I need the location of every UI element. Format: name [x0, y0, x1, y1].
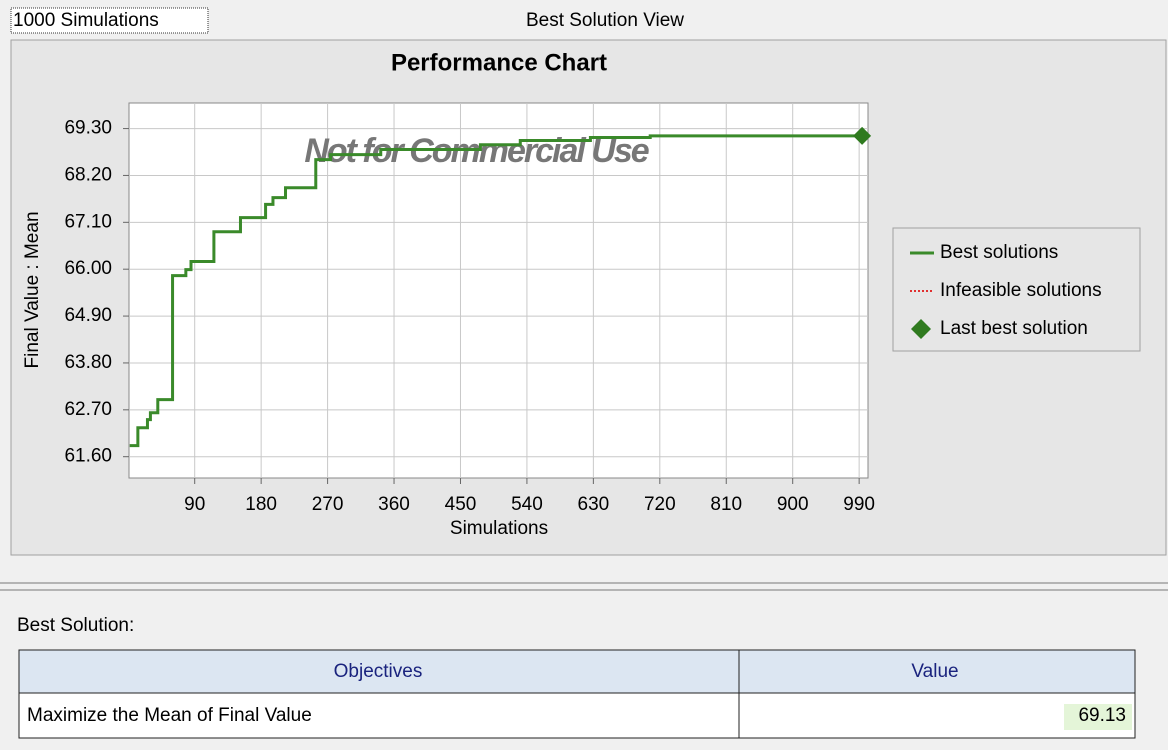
column-header: Objectives	[334, 661, 423, 682]
x-tick-label: 630	[578, 494, 610, 515]
x-tick-label: 180	[245, 494, 277, 515]
y-tick-label: 64.90	[64, 305, 112, 326]
x-tick-label: 360	[378, 494, 410, 515]
view-title: Best Solution View	[526, 10, 684, 31]
x-tick-label: 900	[777, 494, 809, 515]
legend-label: Best solutions	[940, 242, 1058, 263]
y-tick-label: 66.00	[64, 258, 112, 279]
y-tick-label: 63.80	[64, 352, 112, 373]
best-solution-label: Best Solution:	[17, 615, 134, 636]
x-tick-label: 810	[710, 494, 742, 515]
table-header	[18, 649, 1136, 694]
legend	[892, 227, 1141, 352]
plot-area	[128, 102, 869, 479]
x-tick-label: 540	[511, 494, 543, 515]
legend-swatch	[911, 319, 931, 339]
chart-title: Performance Chart	[391, 49, 607, 76]
value-highlight	[1064, 704, 1132, 730]
table-cell: Maximize the Mean of Final Value	[27, 705, 312, 726]
column-header: Value	[911, 661, 958, 682]
x-tick-label: 90	[184, 494, 205, 515]
x-tick-label: 720	[644, 494, 676, 515]
simulations-dropdown[interactable]	[10, 7, 209, 34]
x-tick-label: 990	[843, 494, 875, 515]
y-axis-label: Final Value : Mean	[22, 211, 43, 368]
dropdown-label: 1000 Simulations	[13, 10, 159, 31]
y-tick-label: 68.20	[64, 164, 112, 185]
y-tick-label: 67.10	[64, 211, 112, 232]
table-cell: 69.13	[1078, 705, 1126, 726]
y-tick-label: 61.60	[64, 446, 112, 467]
y-tick-label: 62.70	[64, 399, 112, 420]
legend-label: Last best solution	[940, 318, 1088, 339]
y-tick-label: 69.30	[64, 118, 112, 139]
x-axis-label: Simulations	[450, 518, 548, 539]
x-tick-label: 450	[445, 494, 477, 515]
legend-label: Infeasible solutions	[940, 280, 1102, 301]
last-best-marker	[853, 126, 872, 145]
series-line	[129, 134, 867, 448]
x-tick-label: 270	[312, 494, 344, 515]
